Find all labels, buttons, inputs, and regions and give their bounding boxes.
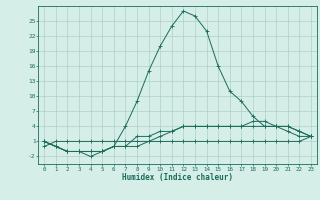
X-axis label: Humidex (Indice chaleur): Humidex (Indice chaleur): [122, 173, 233, 182]
